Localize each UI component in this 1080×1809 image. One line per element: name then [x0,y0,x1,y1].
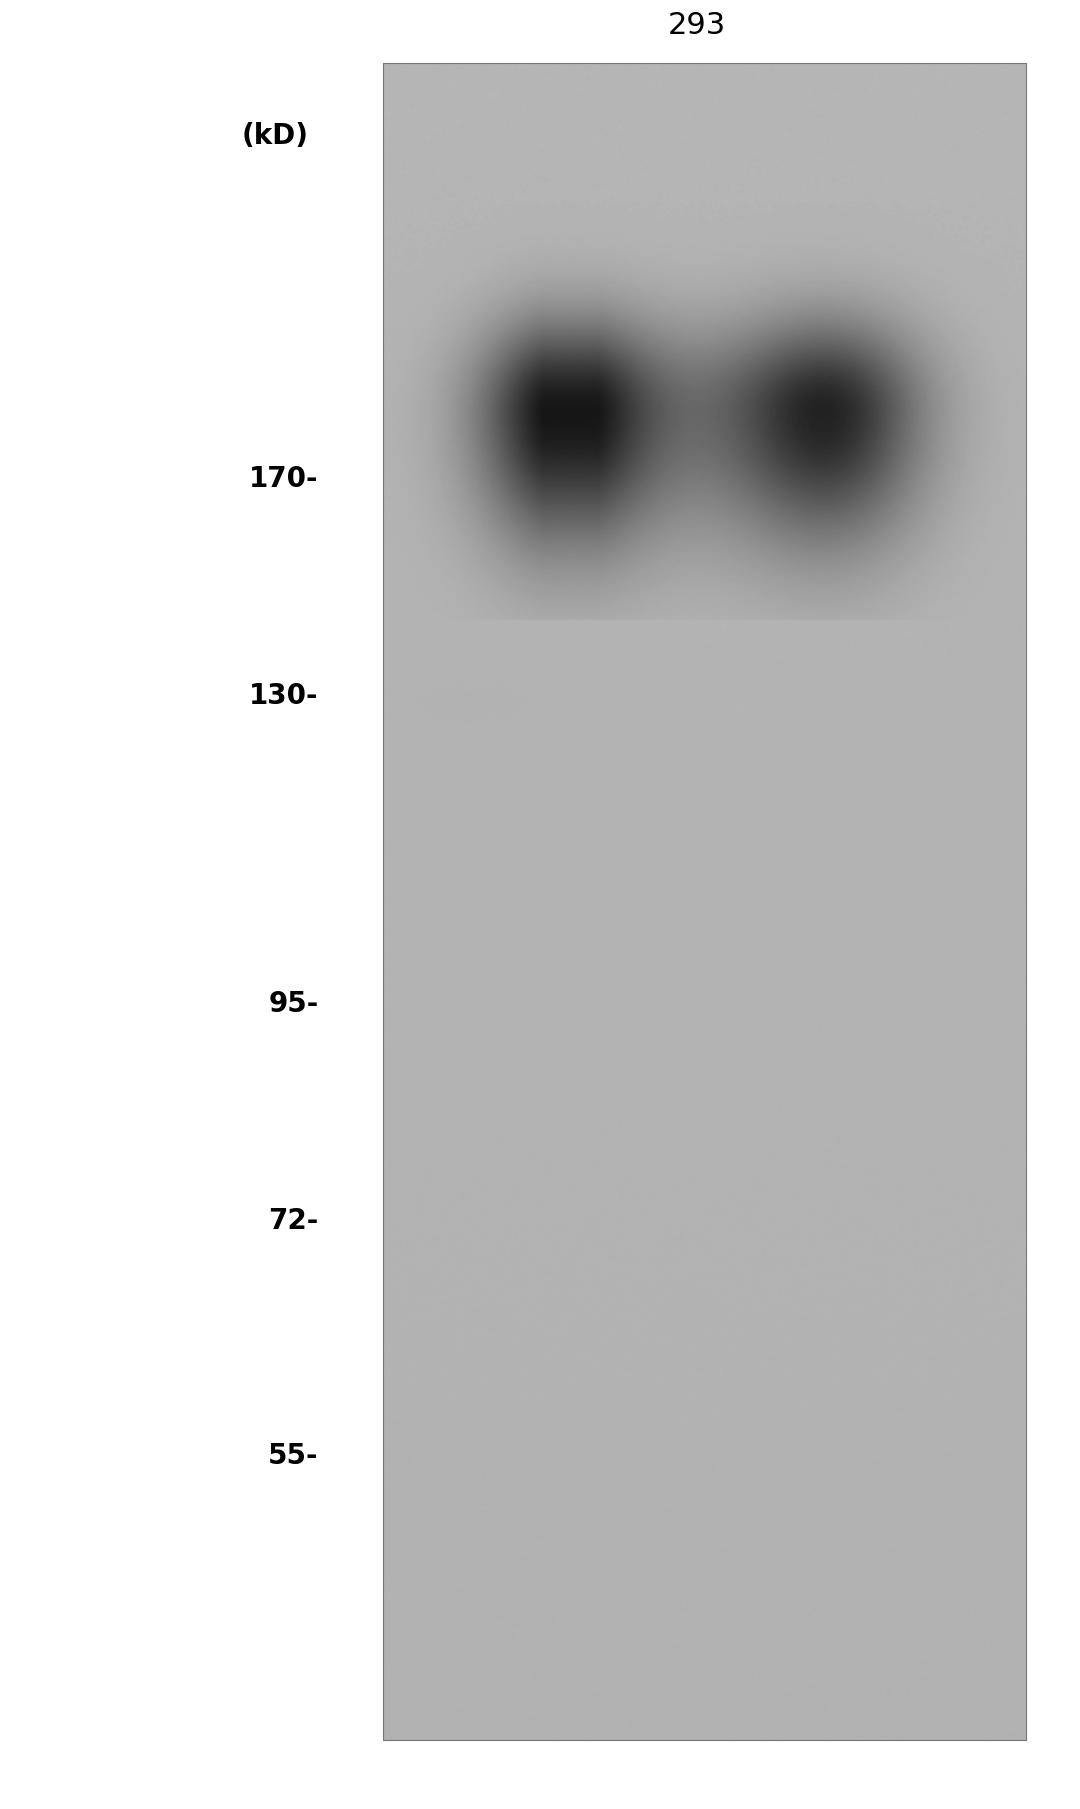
Text: 293: 293 [667,11,726,40]
Bar [383,63,1026,1740]
Text: 72-: 72- [268,1207,319,1236]
Text: 170-: 170- [249,465,319,494]
Text: 95-: 95- [268,990,319,1018]
Text: 55-: 55- [268,1442,319,1471]
Text: 130-: 130- [249,682,319,711]
Text: (kD): (kD) [242,121,309,150]
